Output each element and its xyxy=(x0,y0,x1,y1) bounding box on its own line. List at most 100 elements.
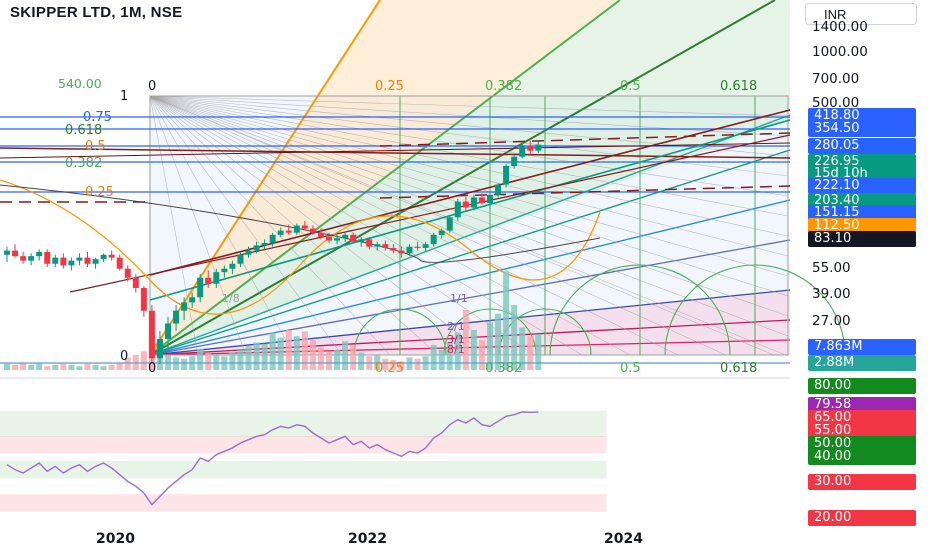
volume-bar xyxy=(293,336,300,370)
candle-body xyxy=(430,234,437,245)
candle-body xyxy=(68,260,75,266)
candle-body xyxy=(438,230,445,235)
gann-grid-line xyxy=(149,95,789,317)
volume-bar xyxy=(398,361,405,370)
candle-body xyxy=(374,244,381,247)
volume-bar xyxy=(28,365,35,370)
volume-bar xyxy=(197,348,204,370)
price-tag: 418.80 xyxy=(808,108,916,124)
volume-bar xyxy=(454,332,461,370)
candle-body xyxy=(519,146,526,157)
candle xyxy=(390,244,397,254)
price-tick: 55.00 xyxy=(812,260,851,276)
volume-bar xyxy=(446,342,453,370)
candle xyxy=(165,316,171,348)
candle xyxy=(92,257,99,269)
volume-bar xyxy=(269,332,276,370)
candle xyxy=(12,244,19,258)
candle xyxy=(414,241,421,251)
candle-body xyxy=(422,244,429,248)
rsi-tag: 30.00 xyxy=(808,474,916,490)
currency-button[interactable]: INR xyxy=(805,3,917,25)
candle xyxy=(277,227,284,238)
gann-bottom-label: 0.5 xyxy=(620,361,641,376)
gann-top-label: 0.5 xyxy=(620,79,641,94)
gann-fan-label: 2/1 xyxy=(447,320,465,333)
volume-bar xyxy=(261,343,268,370)
rsi-tag: 79.58 xyxy=(808,397,916,413)
gann-grid-line xyxy=(149,95,199,356)
gann-grid-line xyxy=(149,95,247,356)
volume-bar xyxy=(301,331,308,370)
candle xyxy=(20,251,27,264)
candle-body xyxy=(108,254,115,258)
price-tag: 83.10 xyxy=(808,231,916,247)
volume-bar xyxy=(334,350,341,370)
gann-arc xyxy=(353,308,447,356)
volume-bar xyxy=(326,351,332,370)
candle xyxy=(406,244,413,257)
volume-bar xyxy=(20,362,27,370)
candle xyxy=(398,246,405,258)
candle-body xyxy=(221,268,228,273)
price-tag: 354.50 xyxy=(808,121,916,137)
gann-grid-line xyxy=(149,95,789,277)
volume-bar xyxy=(414,358,421,370)
gann-grid-line xyxy=(149,95,789,237)
fib-level-label: 0.75 xyxy=(83,110,112,125)
gann-fan-label: 1/8 xyxy=(222,292,240,305)
time-axis[interactable]: 2020 2022 2024 xyxy=(0,528,790,550)
price-axis[interactable]: 1400.00 1000.00 700.00 500.00 55.00 39.0… xyxy=(790,0,932,550)
candle xyxy=(430,232,437,247)
candle-body xyxy=(44,251,51,264)
candle xyxy=(382,240,389,251)
candle xyxy=(140,285,147,317)
volume-bar xyxy=(358,352,365,370)
candle-body xyxy=(309,228,316,233)
candle-body xyxy=(92,259,99,264)
rsi-tag: 80.00 xyxy=(808,378,916,394)
candle xyxy=(84,251,91,268)
candle xyxy=(438,228,445,239)
gann-box-border xyxy=(149,95,789,356)
candle-body xyxy=(277,230,284,235)
candle xyxy=(366,237,373,250)
candle-body xyxy=(446,217,453,231)
volume-bar xyxy=(108,365,115,370)
candle-body xyxy=(60,257,67,266)
candle-body xyxy=(36,251,43,257)
gann-fan-label: 3/1 xyxy=(447,333,465,346)
gann-grid-line xyxy=(149,95,583,356)
rsi-tag: 50.00 xyxy=(808,436,916,452)
rsi-band xyxy=(0,435,607,454)
candle xyxy=(76,253,83,266)
candle-body xyxy=(495,184,502,195)
volume-bar xyxy=(503,271,510,370)
gann-grid-line xyxy=(149,95,391,356)
candle xyxy=(116,254,123,271)
price-tick: 500.00 xyxy=(812,95,860,111)
candle xyxy=(293,223,300,235)
price-tag: 151.15 xyxy=(808,205,916,221)
candle-body xyxy=(173,310,180,324)
gann-grid-line xyxy=(149,95,439,356)
price-tick: 39.00 xyxy=(812,286,851,302)
candle xyxy=(221,265,228,278)
volume-bar xyxy=(478,340,485,370)
candle xyxy=(229,260,236,274)
candle-body xyxy=(350,234,357,242)
candle-body xyxy=(132,277,139,288)
candle-body xyxy=(293,225,300,233)
gann-fan-line xyxy=(149,239,791,356)
rsi-band xyxy=(0,494,607,512)
candle xyxy=(478,193,485,205)
gann-fan-line xyxy=(149,0,381,356)
candle xyxy=(527,140,534,155)
gann-grid-line xyxy=(149,95,789,257)
candle-body xyxy=(454,201,461,218)
gann-fan-label: 8/1 xyxy=(447,343,465,356)
rsi-band xyxy=(0,460,607,479)
volume-bar xyxy=(487,322,493,370)
candle xyxy=(28,253,35,266)
